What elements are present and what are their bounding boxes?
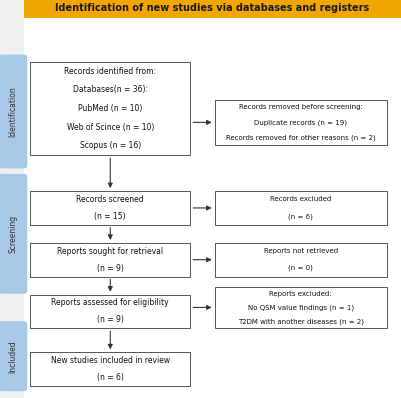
Text: Scopus (n = 16): Scopus (n = 16) (80, 141, 141, 150)
Text: Duplicate records (n = 19): Duplicate records (n = 19) (254, 119, 347, 126)
FancyBboxPatch shape (0, 174, 27, 294)
Text: T2DM with another diseases (n = 2): T2DM with another diseases (n = 2) (238, 318, 364, 325)
FancyBboxPatch shape (0, 321, 27, 391)
Text: Reports assessed for eligibility: Reports assessed for eligibility (51, 298, 169, 308)
Bar (24, 0, 401, 18)
Text: (n = 6): (n = 6) (97, 373, 124, 382)
Text: Reports sought for retrieval: Reports sought for retrieval (57, 247, 163, 256)
Text: (n = 9): (n = 9) (97, 263, 124, 273)
Text: Included: Included (8, 340, 17, 373)
Text: Databases(n = 36):: Databases(n = 36): (73, 85, 148, 94)
Bar (215, 100, 387, 145)
Text: Reports not retrieved: Reports not retrieved (264, 248, 338, 254)
Text: Screening: Screening (8, 215, 17, 253)
Text: Records screened: Records screened (77, 195, 144, 204)
Text: PubMed (n = 10): PubMed (n = 10) (78, 104, 142, 113)
Text: Records removed for other reasons (n = 2): Records removed for other reasons (n = 2… (226, 135, 376, 141)
Text: Web of Scince (n = 10): Web of Scince (n = 10) (67, 123, 154, 132)
Text: Records excluded: Records excluded (270, 197, 331, 203)
Bar (30, 352, 190, 386)
Bar (30, 191, 190, 225)
Text: No QSM value findings (n = 1): No QSM value findings (n = 1) (248, 304, 354, 311)
Text: Identification of new studies via databases and registers: Identification of new studies via databa… (55, 3, 370, 13)
Bar (30, 295, 190, 328)
Bar (215, 287, 387, 328)
Bar (30, 243, 190, 277)
Text: Records removed before screening:: Records removed before screening: (239, 104, 363, 110)
FancyBboxPatch shape (0, 55, 27, 168)
Text: Records identified from:: Records identified from: (64, 66, 156, 76)
Text: (n = 6): (n = 6) (288, 213, 313, 220)
Bar (30, 62, 190, 155)
Text: (n = 15): (n = 15) (95, 212, 126, 221)
Text: Identification: Identification (8, 86, 17, 137)
Text: New studies included in review: New studies included in review (51, 356, 170, 365)
Bar (215, 243, 387, 277)
Text: Reports excluded:: Reports excluded: (269, 291, 332, 297)
Text: (n = 9): (n = 9) (97, 315, 124, 324)
Bar (215, 191, 387, 225)
Text: (n = 0): (n = 0) (288, 265, 313, 271)
